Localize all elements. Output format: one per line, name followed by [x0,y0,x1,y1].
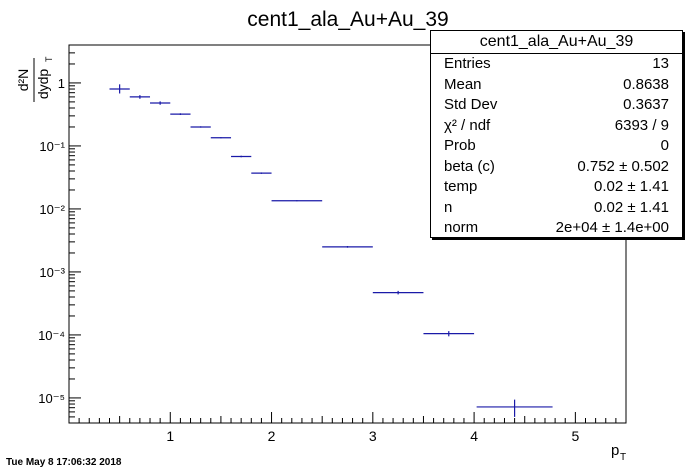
stats-value: 2e+04 ± 1.4e+00 [555,219,669,236]
stats-row: n 0.02 ± 1.41 [431,198,682,219]
stats-label: Mean [444,75,482,93]
stats-label: χ² / ndf [444,116,491,134]
x-tick-label: 4 [470,428,478,444]
y-tick-label: 10⁻¹ [39,139,65,154]
stats-label: Entries [444,55,491,72]
stats-row: norm 2e+04 ± 1.4e+00 [431,218,682,239]
stats-label: Prob [444,137,476,154]
stats-value: 0.8638 [623,75,669,93]
y-tick-label: 1 [58,76,65,91]
stats-label: temp [444,178,478,195]
x-tick-label: 2 [268,428,276,444]
y-axis-label: d²N dydp T [15,56,54,102]
stats-row: beta (c) 0.752 ± 0.502 [431,157,682,178]
stats-label: beta (c) [444,157,495,175]
stats-value: 0 [660,137,669,154]
y-label-numerator: d²N [15,69,31,92]
axis-ticks: 1 2 3 4 5 1 10⁻¹ 10⁻² 10⁻³ 10⁻⁴ 10⁻⁵ [38,44,617,444]
stats-row: Entries 13 [431,54,682,75]
stats-value: 0.02 ± 1.41 [594,178,669,195]
y-label-denominator: dydp [35,69,51,100]
y-tick-label: 10⁻⁴ [38,328,65,343]
stats-title: cent1_ala_Au+Au_39 [431,31,682,54]
stats-rows: Entries 13 Mean 0.8638 Std Dev 0.3637 χ² / ndf… [431,54,682,239]
stats-row: Std Dev 0.3637 [431,95,682,116]
chart-title: cent1_ala_Au+Au_39 [247,8,448,31]
stats-box: cent1_ala_Au+Au_39 Entries 13 Mean 0.8638 St… [430,30,683,238]
x-tick-label: 1 [166,428,174,444]
stats-row: temp 0.02 ± 1.41 [431,177,682,198]
stats-label: n [444,198,453,216]
stats-label: norm [444,219,479,236]
x-label-text: p [611,442,619,459]
y-tick-label: 10⁻³ [39,265,65,280]
y-label-group: d²N dydp T [15,56,54,102]
stats-row: Prob 0 [431,136,682,157]
stats-value: 0.752 ± 0.502 [577,157,669,175]
stats-value: 0.3637 [623,96,669,113]
x-tick-label: 5 [571,428,579,444]
stats-row: Mean 0.8638 [431,75,682,96]
stats-value: 0.02 ± 1.41 [594,198,669,216]
x-tick-label: 3 [369,428,377,444]
y-tick-label: 10⁻² [39,202,65,217]
stats-label: Std Dev [444,96,498,113]
x-label-subscript: T [620,452,626,463]
stats-row: χ² / ndf 6393 / 9 [431,116,682,137]
data-points [109,84,553,417]
timestamp: Tue May 8 17:06:32 2018 [6,457,122,468]
y-tick-label: 10⁻⁵ [38,391,65,406]
stats-value: 13 [652,55,669,72]
y-label-subscript: T [44,56,54,62]
stats-value: 6393 / 9 [614,116,669,134]
